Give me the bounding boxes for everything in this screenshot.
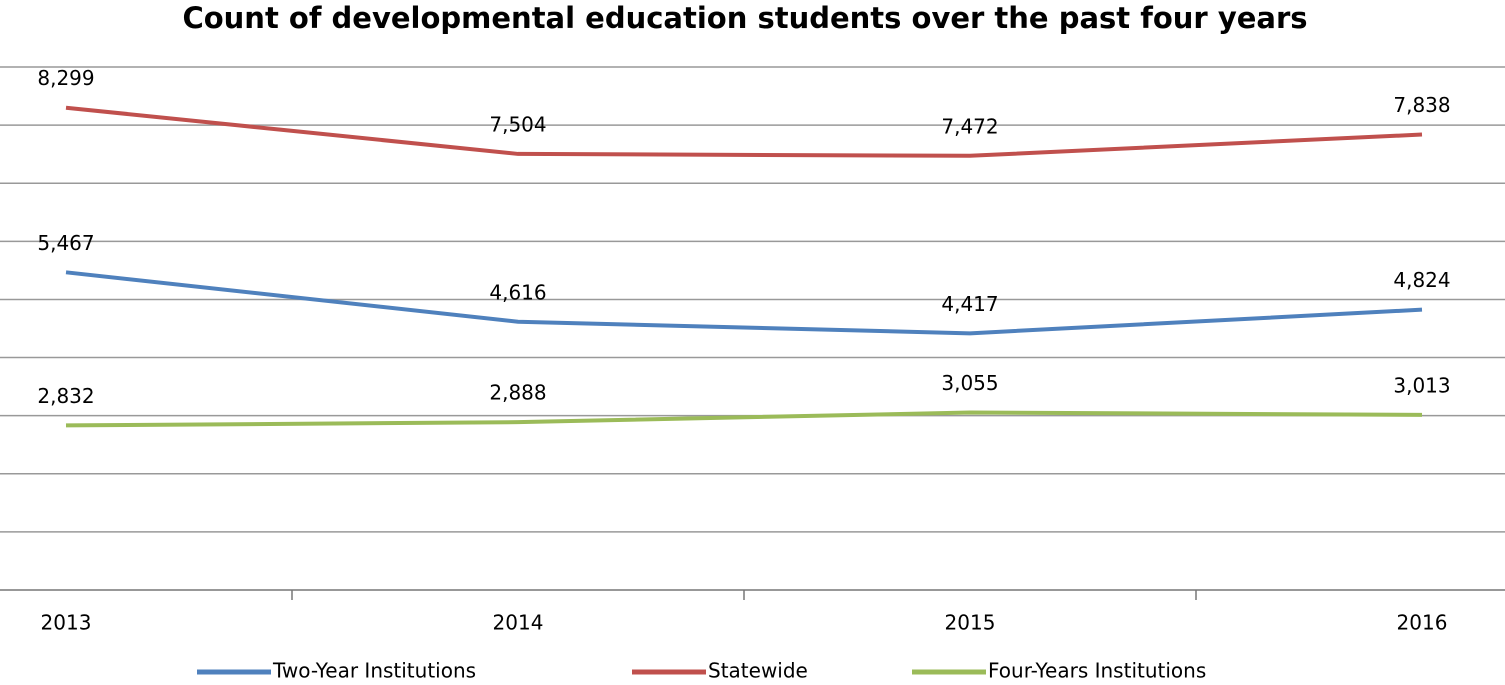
data-label: 7,504 <box>489 112 546 136</box>
data-label: 3,013 <box>1393 373 1450 397</box>
legend-label: Statewide <box>708 659 808 683</box>
data-label: 4,417 <box>941 292 998 316</box>
x-tick-label: 2014 <box>493 611 544 635</box>
data-label: 5,467 <box>37 231 94 255</box>
x-tick-label: 2015 <box>945 611 996 635</box>
line-series <box>65 270 1423 336</box>
line-series <box>65 105 1423 158</box>
legend-label: Two-Year Institutions <box>272 659 476 683</box>
data-label: 7,838 <box>1393 93 1450 117</box>
data-label: 4,824 <box>1393 268 1450 292</box>
data-label: 2,888 <box>489 381 546 405</box>
data-label: 8,299 <box>37 66 94 90</box>
x-tick-label: 2013 <box>41 611 92 635</box>
legend-label: Four-Years Institutions <box>988 659 1206 683</box>
data-label: 2,832 <box>37 384 94 408</box>
data-label: 7,472 <box>941 114 998 138</box>
data-label: 4,616 <box>489 280 546 304</box>
line-series <box>65 410 1423 428</box>
data-label: 3,055 <box>941 371 998 395</box>
chart-title: Count of developmental education student… <box>182 1 1307 35</box>
x-tick-label: 2016 <box>1397 611 1448 635</box>
